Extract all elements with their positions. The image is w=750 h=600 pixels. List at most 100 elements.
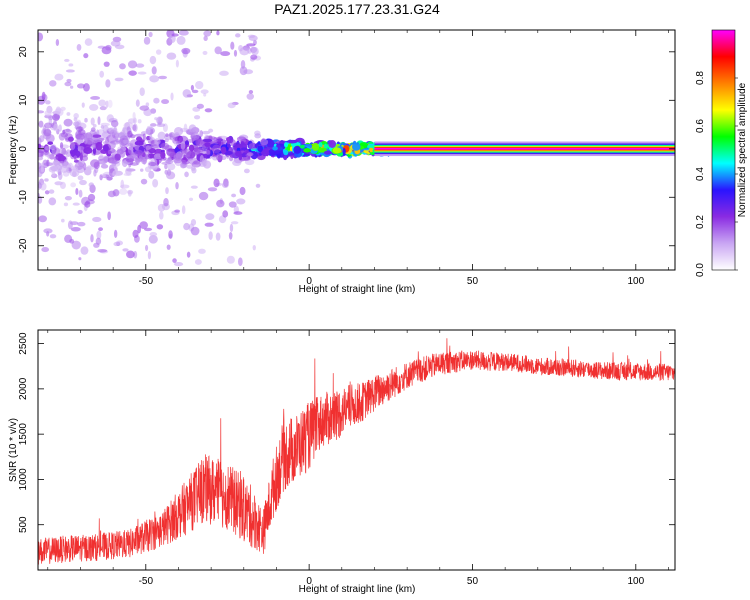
spectrogram-cell	[71, 240, 81, 250]
spectrogram-cell	[107, 150, 112, 155]
spectrogram-cell	[175, 140, 181, 146]
spectrogram-cell	[234, 150, 242, 157]
spectrogram-cell	[139, 221, 149, 230]
spectrogram-cell	[259, 138, 269, 146]
spectrogram-cell	[166, 171, 176, 180]
spectrogram-cell	[153, 153, 163, 160]
spectrogram-cell	[59, 142, 64, 149]
spectrogram-cell	[352, 142, 361, 151]
spectrogram-cell	[222, 210, 229, 218]
spectrogram-cell	[157, 131, 166, 140]
spectrogram-cell	[117, 132, 126, 139]
spectrogram-cell	[119, 188, 128, 195]
x-tick-label: 50	[467, 576, 479, 587]
colorbar-tick-label: 0.8	[695, 71, 706, 85]
spectrogram-cell	[81, 102, 85, 108]
spectrogram-cell	[108, 141, 116, 149]
spectrogram-cell	[105, 79, 111, 88]
spectrogram-cell	[73, 113, 79, 119]
spectrogram-cell	[230, 139, 236, 147]
spectrogram-cell	[226, 255, 235, 264]
spectrogram-cell	[173, 261, 184, 267]
spectrogram-cell	[195, 138, 203, 147]
spectrogram-cell	[85, 166, 95, 170]
spectrogram-cell	[114, 77, 124, 82]
spectrogram-cell	[240, 147, 248, 151]
spectrogram-cell	[99, 70, 105, 78]
spectrogram-cell	[165, 187, 169, 195]
spectrogram-cell	[156, 123, 166, 128]
spectrogram-cell	[173, 126, 184, 136]
spectrogram-cell	[120, 179, 125, 189]
spectrogram-cell	[75, 133, 85, 141]
spectrogram-cell	[180, 141, 186, 150]
spectrogram-cell	[158, 116, 163, 124]
spectrogram-cell	[113, 126, 118, 134]
spectrogram-cell	[79, 152, 84, 162]
spectrogram-cell	[191, 89, 199, 94]
spectrogram-cell	[41, 91, 46, 101]
spectrogram-cell	[190, 84, 194, 91]
spectrogram-cell	[283, 149, 289, 156]
spectrogram-cell	[236, 198, 246, 205]
spectrogram-cell	[51, 170, 56, 177]
spectrogram-cell	[57, 171, 63, 180]
spectrogram-cell	[134, 149, 144, 157]
spectrogram-cell	[160, 151, 166, 159]
spectrogram-cell	[147, 251, 152, 260]
spectrogram-cell	[107, 211, 111, 221]
spectrogram-cell	[286, 152, 295, 156]
spectrogram-cell	[95, 141, 103, 151]
x-tick-label: 50	[467, 276, 479, 287]
spectrogram-cell	[216, 30, 220, 36]
spectrogram-heatmap	[38, 30, 675, 267]
spectrogram-cell	[134, 133, 144, 138]
spectrogram-cell	[204, 108, 213, 113]
spectrogram-cell	[135, 99, 140, 107]
spectrogram-cell	[215, 232, 221, 241]
spectrogram-cell	[65, 69, 75, 73]
spectrogram-cell	[184, 140, 189, 146]
spectrogram-cell	[58, 124, 62, 132]
spectrogram-cell	[248, 90, 254, 94]
spectrogram-cell	[161, 99, 170, 105]
snr-line	[38, 338, 675, 565]
spectrogram-cell	[38, 162, 42, 169]
spectrogram-cell	[110, 40, 121, 47]
spectrogram-cell	[239, 66, 248, 76]
snr-x-label: Height of straight line (km)	[299, 584, 416, 595]
spectrogram-cell	[133, 123, 138, 132]
spectrogram-cell	[199, 155, 205, 164]
spectrogram-cell	[192, 135, 197, 139]
spectrogram-cell	[110, 160, 120, 165]
spectrogram-cell	[66, 112, 71, 116]
spectrogram-cell	[73, 117, 78, 122]
spectrogram-cell	[207, 187, 218, 192]
spectrogram-cell	[233, 49, 238, 57]
spectrogram-cell	[248, 35, 258, 42]
spectrogram-cell	[169, 133, 173, 141]
spectrogram-cell	[261, 148, 270, 157]
spectrogram-x-ticks: -50 0 50 100	[47, 30, 669, 287]
spectrogram-cell	[208, 128, 214, 133]
spectrogram-cell	[233, 211, 243, 215]
spectrogram-cell	[84, 117, 88, 123]
spectrogram-cell	[70, 149, 81, 158]
spectrogram-cell	[172, 258, 177, 263]
spectrogram-cell	[283, 142, 289, 148]
snr-line-series	[38, 338, 675, 565]
spectrogram-cell	[43, 148, 50, 156]
spectrogram-cell	[47, 154, 51, 159]
spectrogram-cell	[77, 129, 86, 136]
spectrogram-cell	[98, 227, 103, 232]
spectrogram-cell	[101, 173, 106, 177]
spectrogram-cell	[215, 137, 223, 142]
colorbar-gradient	[712, 30, 735, 270]
spectrogram-cell	[80, 246, 89, 255]
spectrogram-cell	[181, 205, 186, 215]
spectrogram-cell	[90, 96, 101, 100]
spectrogram-cell	[72, 166, 79, 173]
spectrogram-cell	[90, 127, 96, 132]
spectrogram-y-ticks: -20 -10 0 10 20	[18, 46, 675, 253]
spectrogram-cell	[220, 146, 227, 154]
